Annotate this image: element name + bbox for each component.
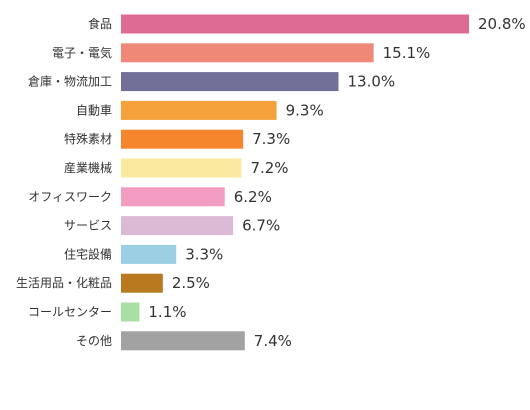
value-label: 7.2% <box>250 159 288 177</box>
value-label: 7.3% <box>252 130 290 148</box>
category-label: その他 <box>76 334 112 348</box>
bar <box>121 158 242 178</box>
bar <box>121 331 245 351</box>
bar <box>121 216 234 236</box>
category-label: 自動車 <box>76 103 112 117</box>
value-label: 20.8% <box>478 15 526 33</box>
bar <box>121 273 163 293</box>
value-label: 7.4% <box>254 332 292 350</box>
bar <box>121 244 177 264</box>
bar <box>121 187 225 207</box>
bar <box>121 302 140 322</box>
bar <box>121 129 244 149</box>
bars-group: 食品 20.8% 電子・電気 15.1% 倉庫・物流加工 13.0% 自動車 9.3% 特殊素材… <box>16 14 526 351</box>
value-label: 6.2% <box>234 188 272 206</box>
bar <box>121 43 374 63</box>
value-label: 15.1% <box>383 44 431 62</box>
value-label: 3.3% <box>185 245 223 263</box>
category-label: 特殊素材 <box>64 131 112 146</box>
bar <box>121 72 339 92</box>
value-label: 9.3% <box>286 101 324 119</box>
category-label: 住宅設備 <box>64 246 112 261</box>
value-label: 1.1% <box>148 303 186 321</box>
category-label: オフィスワーク <box>28 190 112 204</box>
value-label: 13.0% <box>348 73 396 91</box>
category-label: 電子・電気 <box>52 45 112 60</box>
category-label: 生活用品・化粧品 <box>16 276 112 290</box>
value-label: 6.7% <box>242 217 280 235</box>
category-label: サービス <box>64 219 112 233</box>
category-label: 産業機械 <box>64 160 112 175</box>
value-label: 2.5% <box>172 274 210 292</box>
bar <box>121 14 469 34</box>
bar <box>121 100 277 120</box>
category-label: コールセンター <box>28 305 112 319</box>
category-label: 倉庫・物流加工 <box>28 74 112 89</box>
category-label: 食品 <box>88 16 112 31</box>
